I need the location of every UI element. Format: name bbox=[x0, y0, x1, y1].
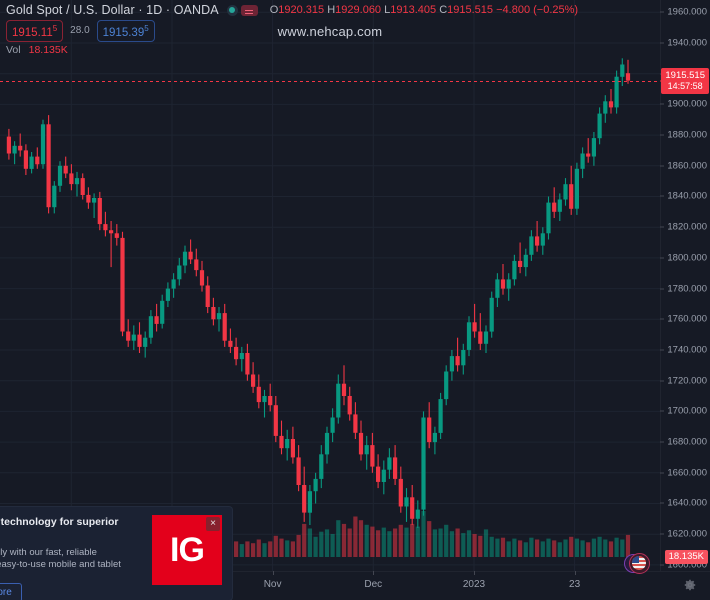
ad-cta-button[interactable]: d out more bbox=[0, 583, 22, 600]
price-tick-mark bbox=[660, 103, 664, 105]
ig-logo-text: IG bbox=[170, 530, 205, 569]
ohlc-readout: O1920.315 H1929.060 L1913.405 C1915.515 … bbox=[269, 3, 579, 16]
ad-body: e effortlessly with our fast, reliableor… bbox=[0, 547, 121, 570]
low-value: 1913.405 bbox=[390, 3, 437, 16]
price-tick-mark bbox=[660, 502, 664, 504]
price-tick-mark bbox=[660, 226, 664, 228]
current-price-line bbox=[0, 80, 660, 82]
price-scale[interactable]: 1960.0001940.0001920.0001900.0001880.000… bbox=[660, 0, 710, 571]
close-label: C bbox=[439, 3, 448, 16]
bid-price-value: 1915.11 bbox=[12, 26, 53, 39]
time-tick-mark bbox=[474, 571, 475, 575]
price-tick-label: 1960.000 bbox=[667, 6, 707, 18]
open-value: 1920.315 bbox=[278, 3, 325, 16]
time-tick-label: Dec bbox=[364, 579, 383, 590]
price-tick-label: 1760.000 bbox=[667, 313, 707, 325]
chart-gridlines bbox=[0, 0, 660, 571]
countdown-value: 14:57:58 bbox=[667, 80, 703, 91]
close-value: 1915.515 bbox=[447, 3, 494, 16]
gear-icon[interactable] bbox=[683, 578, 697, 592]
price-tick-label: 1740.000 bbox=[667, 344, 707, 356]
price-tick-mark bbox=[660, 134, 664, 136]
ad-headline: ing-edge technology for superioring bbox=[0, 516, 119, 528]
price-tick-label: 1660.000 bbox=[667, 467, 707, 479]
ig-advertisement[interactable]: ing-edge technology for superioring e ef… bbox=[0, 507, 232, 600]
volume-scale-badge[interactable]: 18.135K bbox=[664, 550, 708, 564]
price-tick-label: 1800.000 bbox=[667, 252, 707, 264]
time-tick-label: 23 bbox=[569, 579, 581, 590]
price-tick-mark bbox=[660, 165, 664, 167]
chart-plot-area[interactable] bbox=[0, 0, 660, 571]
change-value: −4.800 (−0.25%) bbox=[496, 3, 579, 16]
bid-price-fraction: 5 bbox=[52, 23, 58, 33]
price-tick-mark bbox=[660, 195, 664, 197]
price-tick-label: 1840.000 bbox=[667, 190, 707, 202]
candlestick-series bbox=[6, 58, 631, 528]
time-tick-label: 2023 bbox=[462, 579, 486, 590]
realtime-badge-icon[interactable] bbox=[240, 4, 258, 16]
us-flag-event-icon[interactable] bbox=[624, 553, 652, 574]
bid-price-pill[interactable]: 1915.115 bbox=[6, 19, 64, 43]
price-tick-label: 1600.000 bbox=[667, 559, 707, 571]
low-label: L bbox=[384, 3, 391, 16]
ask-price-pill[interactable]: 1915.395 bbox=[96, 19, 155, 43]
price-tick-label: 1880.000 bbox=[667, 129, 707, 141]
price-tick-mark bbox=[660, 441, 664, 443]
spread-value: 28.0 bbox=[70, 25, 90, 36]
price-tick-mark bbox=[660, 11, 664, 13]
time-tick-label: Nov bbox=[263, 579, 282, 590]
volume-value: 18.135K bbox=[28, 44, 68, 56]
price-tick-label: 1780.000 bbox=[667, 283, 707, 295]
price-tick-mark bbox=[660, 380, 664, 382]
current-price-value: 1915.515 bbox=[665, 69, 705, 81]
ad-copy: ing-edge technology for superioring e ef… bbox=[0, 516, 124, 583]
price-tick-mark bbox=[660, 410, 664, 412]
current-price-badge[interactable]: 1915.515 14:57:58 bbox=[661, 67, 709, 94]
price-tick-label: 1620.000 bbox=[667, 528, 707, 540]
price-tick-mark bbox=[660, 42, 664, 44]
price-tick-mark bbox=[660, 288, 664, 290]
volume-label: Vol bbox=[6, 44, 21, 56]
price-tick-label: 1640.000 bbox=[667, 497, 707, 509]
price-tick-mark bbox=[660, 564, 664, 566]
chart-legend: Gold Spot / U.S. Dollar · 1D · OANDA O19… bbox=[6, 2, 578, 59]
time-tick-mark bbox=[272, 571, 274, 575]
price-tick-mark bbox=[660, 472, 664, 474]
price-tick-label: 1900.000 bbox=[667, 98, 707, 110]
close-icon[interactable]: × bbox=[206, 517, 220, 531]
price-tick-mark bbox=[660, 349, 664, 351]
open-label: O bbox=[269, 3, 279, 16]
price-tick-label: 1820.000 bbox=[667, 221, 707, 233]
high-label: H bbox=[327, 3, 336, 16]
ask-price-value: 1915.39 bbox=[102, 26, 145, 39]
high-value: 1929.060 bbox=[335, 3, 382, 16]
price-tick-label: 1680.000 bbox=[667, 436, 707, 448]
price-tick-label: 1700.000 bbox=[667, 405, 707, 417]
price-tick-mark bbox=[660, 533, 664, 535]
price-tick-label: 1720.000 bbox=[667, 375, 707, 387]
price-tick-mark bbox=[660, 318, 664, 320]
time-tick-mark bbox=[373, 571, 375, 575]
symbol-title[interactable]: Gold Spot / U.S. Dollar · 1D · OANDA bbox=[6, 2, 219, 17]
market-open-dot-icon[interactable] bbox=[226, 4, 238, 16]
ask-price-fraction: 5 bbox=[144, 23, 149, 33]
price-tick-label: 1860.000 bbox=[667, 160, 707, 172]
site-watermark: www.nehcap.com bbox=[277, 24, 383, 39]
time-tick-mark bbox=[574, 571, 576, 575]
price-tick-label: 1940.000 bbox=[667, 37, 707, 49]
price-tick-mark bbox=[660, 257, 664, 259]
